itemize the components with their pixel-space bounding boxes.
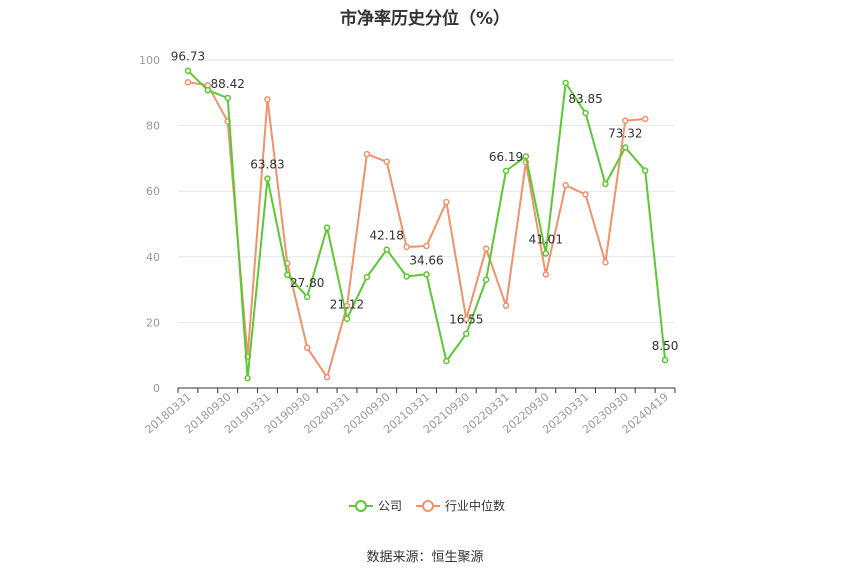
data-label: 66.19 [489,150,523,164]
data-label: 73.32 [608,127,642,141]
legend-marker [355,500,367,512]
data-point-company[interactable] [542,250,550,257]
data-label: 16.55 [449,313,483,327]
data-point-company[interactable] [641,167,649,174]
data-point-company[interactable] [363,273,371,281]
data-label: 88.42 [211,77,245,91]
data-label: 21.12 [330,298,364,312]
data-point-company[interactable] [463,330,470,337]
data-labels-layer: 96.73 88.42 63.83 27.80 21.12 42.18 34.66 16.55… [171,50,679,353]
data-point-industry-median[interactable] [542,271,550,278]
y-tick-label: 80 [146,120,160,133]
source-note: 数据来源：恒生聚源 [366,550,484,565]
legend-item-company[interactable]: 公司 [349,499,402,513]
data-point-industry-median[interactable] [383,158,390,165]
data-point-industry-median[interactable] [582,191,589,198]
data-label: 41.01 [529,232,563,246]
y-tick-label: 60 [146,185,160,198]
data-point-company[interactable] [502,167,510,175]
data-point-industry-median[interactable] [184,79,192,86]
data-point-industry-median[interactable] [423,242,430,250]
y-tick-label: 20 [146,316,160,329]
data-point-company[interactable] [323,224,331,231]
data-point-industry-median[interactable] [622,117,629,124]
legend-item-industry-median[interactable]: 行业中位数 [416,498,505,513]
data-point-company[interactable] [403,273,410,280]
data-label: 34.66 [409,253,443,267]
data-point-company[interactable] [264,175,271,182]
data-point-company[interactable] [482,276,490,284]
legend-label: 行业中位数 [445,498,505,513]
data-point-company[interactable] [303,293,311,301]
data-point-company[interactable] [204,86,212,94]
y-tick-label: 40 [146,251,160,264]
data-label: 42.18 [370,229,404,243]
data-point-industry-median[interactable] [502,302,510,309]
data-point-company[interactable] [622,144,629,151]
data-label: 8.50 [652,339,679,353]
data-label: 83.85 [568,92,602,106]
chart-title: 市净率历史分位（%） [339,9,511,29]
data-point-industry-median[interactable] [482,245,490,252]
data-point-company[interactable] [443,357,450,365]
legend-label: 公司 [378,499,402,513]
data-point-company[interactable] [423,271,430,278]
data-point-company[interactable] [184,67,192,74]
data-point-industry-median[interactable] [641,115,649,123]
data-point-company[interactable] [343,315,351,322]
grid-layer [178,59,675,323]
data-point-industry-median[interactable] [403,243,410,251]
data-point-industry-median[interactable] [363,150,371,158]
data-label: 27.80 [290,276,324,290]
data-point-company[interactable] [661,356,669,364]
data-point-company[interactable] [602,180,609,188]
data-point-company[interactable] [244,374,251,382]
data-point-industry-median[interactable] [463,315,470,323]
data-point-company[interactable] [582,109,589,117]
data-label: 96.73 [171,50,205,64]
legend-marker [422,500,434,512]
y-tick-label: 0 [153,382,160,395]
series-layer [184,67,669,382]
data-point-company[interactable] [284,271,291,279]
legend[interactable]: 公司 行业中位数 [349,498,505,513]
data-point-industry-median[interactable] [323,373,331,381]
data-point-company[interactable] [522,153,530,160]
data-point-industry-median[interactable] [602,259,609,266]
data-point-industry-median[interactable] [562,182,569,189]
data-point-company[interactable] [562,79,569,87]
series-line-industry-median [187,81,646,379]
data-point-industry-median[interactable] [264,96,271,103]
data-point-industry-median[interactable] [443,198,450,206]
data-point-company[interactable] [224,94,231,102]
data-point-industry-median[interactable] [303,344,311,351]
data-label: 63.83 [250,158,284,172]
y-tick-label: 100 [139,54,160,67]
data-point-company[interactable] [383,246,390,253]
